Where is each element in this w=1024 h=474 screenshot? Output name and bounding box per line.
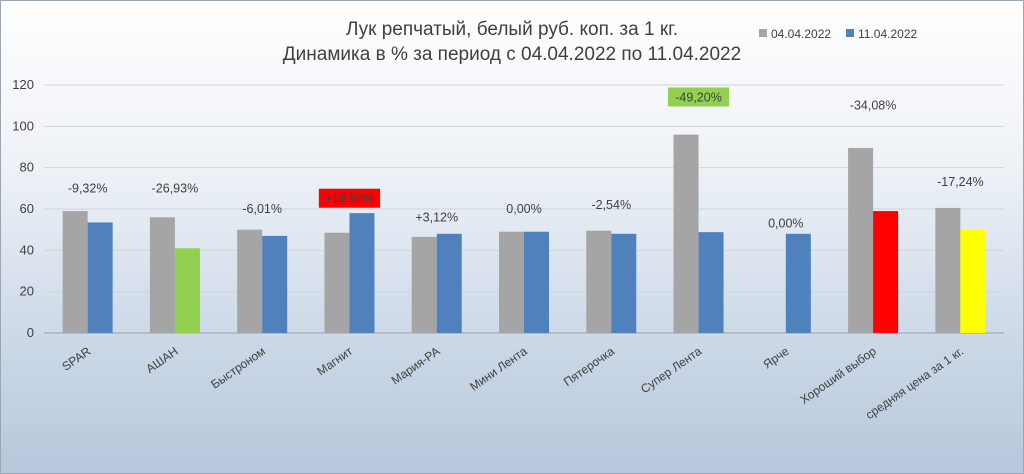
y-tick-label: 100 (12, 118, 34, 133)
legend-swatch (759, 29, 767, 37)
change-label: -49,20% (675, 90, 722, 104)
data-labels: -9,32% -26,93% -6,01% +18,98% +3,12% 0,00% -2,… (68, 87, 984, 231)
bar-series1 (237, 229, 263, 333)
y-tick-label: 20 (20, 284, 34, 299)
category-label: Мария-РА (389, 344, 443, 388)
bar-series2 (698, 232, 724, 333)
bar-series2 (873, 211, 899, 333)
change-label: -2,54% (591, 198, 631, 212)
bar-series2 (436, 233, 462, 333)
bar-series2 (262, 235, 288, 333)
bar-series1 (586, 230, 612, 333)
change-label: -9,32% (68, 181, 108, 195)
x-axis-categories: SPAR АШАН Быстроном Магнит Мария-РА Мини Лент… (59, 344, 966, 422)
change-label: +3,12% (415, 210, 458, 224)
legend-swatch (846, 29, 854, 37)
change-label: -34,08% (850, 99, 897, 113)
bar-series1 (411, 236, 437, 333)
chart-title-line2: Динамика в % за период с 04.04.2022 по 1… (283, 44, 741, 65)
legend: 04.04.2022 11.04.2022 (759, 27, 917, 41)
bar-series2 (87, 222, 113, 333)
legend-label: 11.04.2022 (858, 27, 917, 41)
y-tick-label: 120 (12, 77, 34, 92)
change-label-highlight (318, 188, 381, 208)
bars (62, 134, 986, 333)
change-label: -17,24% (937, 175, 984, 189)
bar-series1 (673, 134, 699, 333)
bar-series1 (499, 231, 524, 333)
y-tick-label: 80 (20, 160, 34, 175)
bar-series1 (324, 232, 350, 333)
bar-series2 (349, 213, 375, 333)
category-label: Пятерочка (561, 344, 617, 389)
bar-series2 (524, 231, 549, 333)
y-tick-label: 60 (20, 201, 34, 216)
category-label: Быстроном (208, 344, 268, 392)
bar-series1 (149, 217, 175, 333)
bar-series1 (935, 207, 961, 333)
y-axis-ticks: 0 20 40 60 80 100 120 (12, 77, 34, 340)
y-tick-label: 40 (20, 242, 34, 257)
change-label: +18,98% (325, 192, 375, 206)
category-label: АШАН (143, 344, 180, 376)
change-label: -6,01% (242, 202, 282, 216)
change-label: 0,00% (506, 202, 541, 216)
category-label: Хороший выбор (797, 344, 879, 407)
category-label: Супер Лента (638, 344, 705, 396)
category-label: Магнит (314, 344, 355, 379)
y-tick-label: 0 (27, 325, 34, 340)
category-label: Мини Лента (467, 344, 530, 394)
bar-series1 (62, 211, 88, 333)
bar-series2 (785, 233, 811, 333)
legend-label: 04.04.2022 (771, 27, 831, 41)
bar-series2 (960, 229, 986, 333)
change-label-highlight (667, 87, 730, 107)
bar-series2 (611, 233, 637, 333)
category-label: Ярче (761, 344, 792, 372)
change-label: -26,93% (152, 181, 199, 195)
category-label: SPAR (59, 344, 93, 374)
chart-title-line1: Лук репчатый, белый руб. коп. за 1 кг. (346, 19, 678, 40)
bar-series1 (848, 148, 874, 333)
change-label: 0,00% (768, 217, 803, 231)
bar-series2 (174, 248, 200, 333)
